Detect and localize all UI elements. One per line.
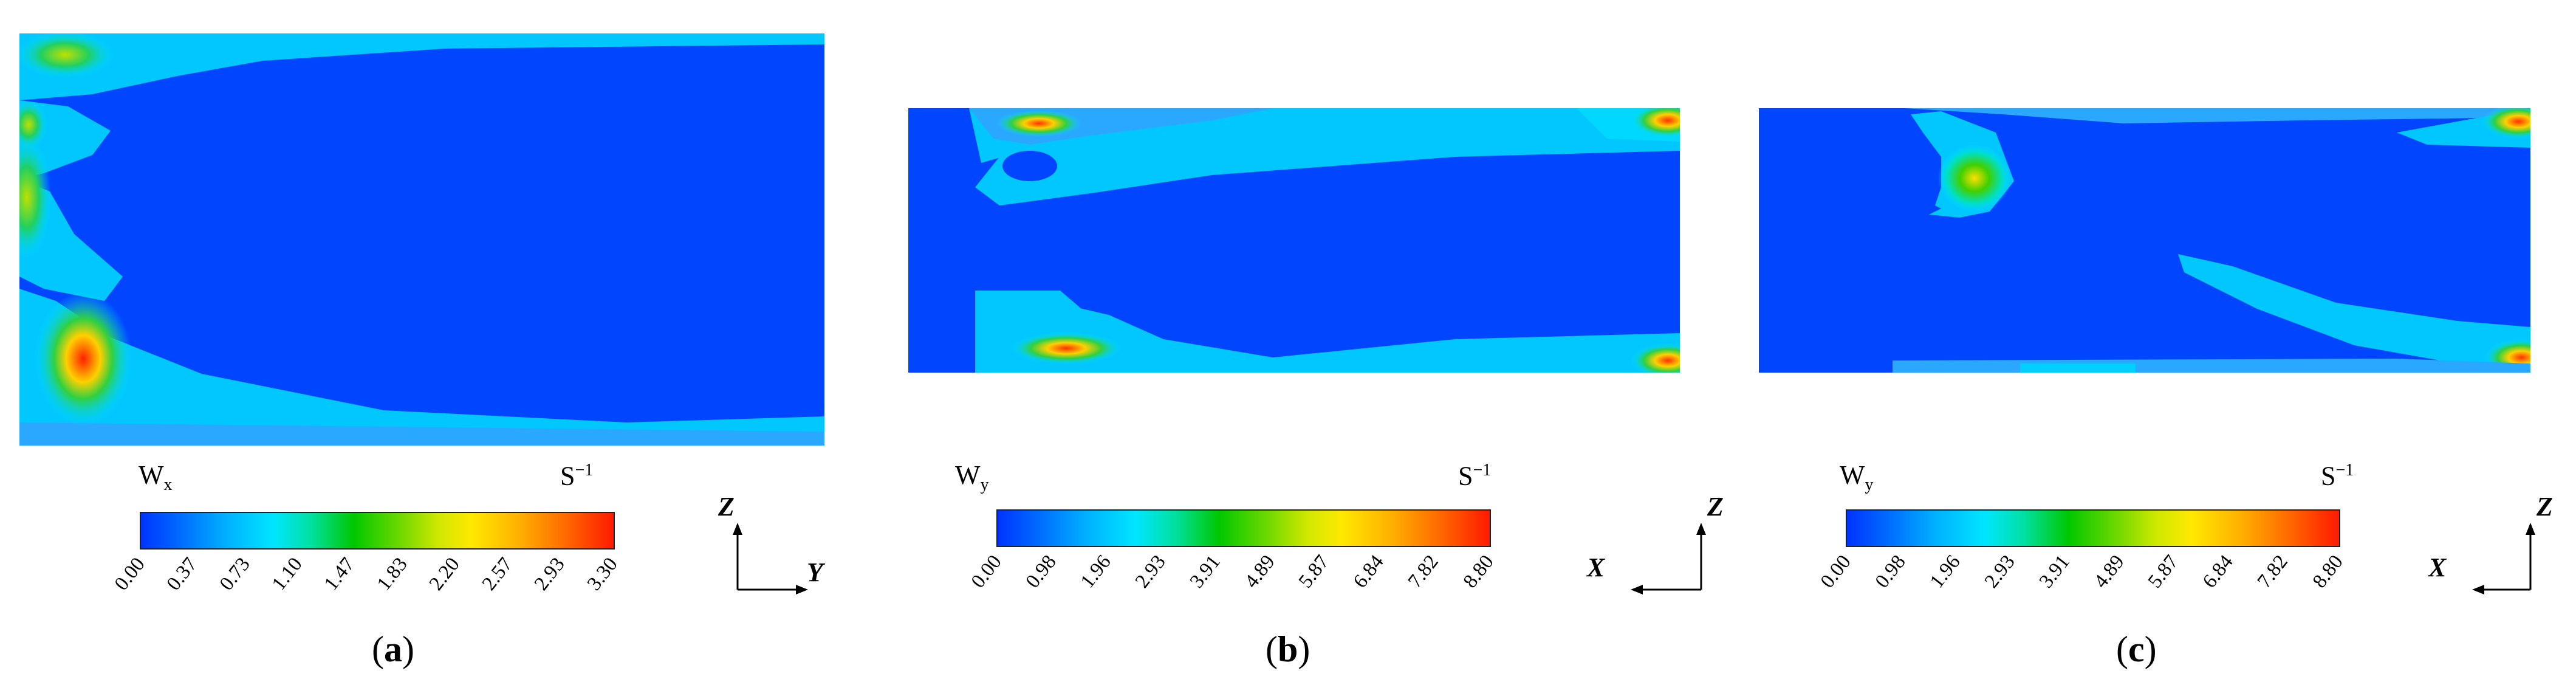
panel-c: Wy S−1 0.00 0.98 1.96 2.93 3.91 4.89 5.8… bbox=[1713, 0, 2576, 696]
colorbar-a bbox=[140, 512, 615, 550]
tick-label: 2.93 bbox=[1980, 551, 2019, 593]
tick-label: 3.91 bbox=[1185, 551, 1225, 593]
tick-label: 0.98 bbox=[1021, 551, 1061, 593]
tick-label: 7.82 bbox=[2253, 551, 2293, 593]
tick-label: 4.89 bbox=[1240, 551, 1279, 593]
caption-a: (a) bbox=[372, 629, 414, 669]
coordinate-axes-c: Z X bbox=[2428, 486, 2561, 608]
quantity-subscript: x bbox=[163, 475, 173, 494]
caption-letter: b bbox=[1277, 629, 1298, 669]
axis-label-x: X bbox=[2428, 553, 2447, 582]
tick-label: 0.98 bbox=[1871, 551, 1910, 593]
colorbar-ticks-c: 0.00 0.98 1.96 2.93 3.91 4.89 5.87 6.84 … bbox=[1817, 551, 2348, 637]
unit-power: −1 bbox=[1473, 461, 1492, 480]
quantity-subscript: y bbox=[980, 475, 989, 494]
tick-label: 6.84 bbox=[2199, 551, 2238, 593]
tick-label: 6.84 bbox=[1349, 551, 1389, 593]
unit-symbol: S bbox=[1458, 461, 1473, 491]
tick-label: 1.83 bbox=[372, 553, 412, 595]
tick-label: 2.20 bbox=[425, 553, 464, 595]
tick-label: 2.93 bbox=[1131, 551, 1170, 593]
tick-label: 3.91 bbox=[2035, 551, 2074, 593]
tick-label: 8.80 bbox=[1459, 551, 1498, 593]
caption-letter: a bbox=[383, 629, 402, 669]
panel-a: Wx S−1 0.00 0.37 0.73 1.10 1.47 1.83 2.2… bbox=[0, 0, 851, 696]
tick-label: 4.89 bbox=[2089, 551, 2129, 593]
tick-label: 5.87 bbox=[1295, 551, 1334, 593]
tick-label: 1.47 bbox=[320, 553, 360, 595]
unit-power: −1 bbox=[575, 461, 594, 480]
caption-letter: c bbox=[2128, 629, 2145, 669]
unit-symbol: S bbox=[560, 461, 575, 491]
axis-label-x: X bbox=[1587, 553, 1605, 582]
colorbar-unit-a: S−1 bbox=[560, 462, 593, 490]
coordinate-axes-b: Z X bbox=[1587, 486, 1724, 608]
caption-b: (b) bbox=[1266, 629, 1310, 669]
colorbar-ticks-b: 0.00 0.98 1.96 2.93 3.91 4.89 5.87 6.84 … bbox=[967, 551, 1498, 637]
quantity-subscript: y bbox=[1865, 475, 1874, 494]
colorbar-b bbox=[996, 509, 1491, 547]
tick-label: 2.93 bbox=[530, 553, 569, 595]
tick-label: 0.00 bbox=[1816, 551, 1855, 593]
colorbar-quantity-c: Wy bbox=[1840, 462, 1874, 494]
quantity-symbol: W bbox=[955, 460, 981, 490]
tick-label: 8.80 bbox=[2308, 551, 2348, 593]
tick-label: 1.96 bbox=[1925, 551, 1965, 593]
colorbar-unit-c: S−1 bbox=[2321, 462, 2354, 490]
axis-label-z: Z bbox=[1707, 492, 1724, 522]
tick-label: 0.00 bbox=[967, 551, 1006, 593]
tick-label: 7.82 bbox=[1404, 551, 1444, 593]
colorbar-c bbox=[1846, 509, 2340, 547]
quantity-symbol: W bbox=[139, 460, 164, 490]
coordinate-axes-a: Z Y bbox=[718, 486, 844, 608]
contour-plot-c bbox=[1759, 108, 2530, 373]
tick-label: 0.00 bbox=[110, 553, 149, 595]
tick-label: 0.73 bbox=[215, 553, 255, 595]
tick-label: 2.57 bbox=[478, 553, 517, 595]
caption-c: (c) bbox=[2116, 629, 2157, 669]
contour-plot-a bbox=[19, 33, 824, 446]
unit-power: −1 bbox=[2335, 461, 2354, 480]
colorbar-unit-b: S−1 bbox=[1458, 462, 1491, 490]
colorbar-quantity-b: Wy bbox=[955, 462, 989, 494]
unit-symbol: S bbox=[2321, 461, 2336, 491]
tick-label: 5.87 bbox=[2144, 551, 2184, 593]
contour-plot-b bbox=[908, 108, 1680, 373]
panel-b: Wy S−1 0.00 0.98 1.96 2.93 3.91 4.89 5.8… bbox=[851, 0, 1724, 696]
axis-label-z: Z bbox=[2537, 492, 2553, 522]
quantity-symbol: W bbox=[1840, 460, 1865, 490]
tick-label: 0.37 bbox=[163, 553, 202, 595]
tick-label: 1.10 bbox=[267, 553, 307, 595]
colorbar-ticks-a: 0.00 0.37 0.73 1.10 1.47 1.83 2.20 2.57 … bbox=[111, 554, 622, 639]
colorbar-quantity-a: Wx bbox=[139, 462, 173, 494]
axis-label-y: Y bbox=[807, 557, 823, 587]
tick-label: 1.96 bbox=[1076, 551, 1115, 593]
axis-label-z: Z bbox=[718, 492, 735, 522]
tick-label: 3.30 bbox=[583, 553, 622, 595]
